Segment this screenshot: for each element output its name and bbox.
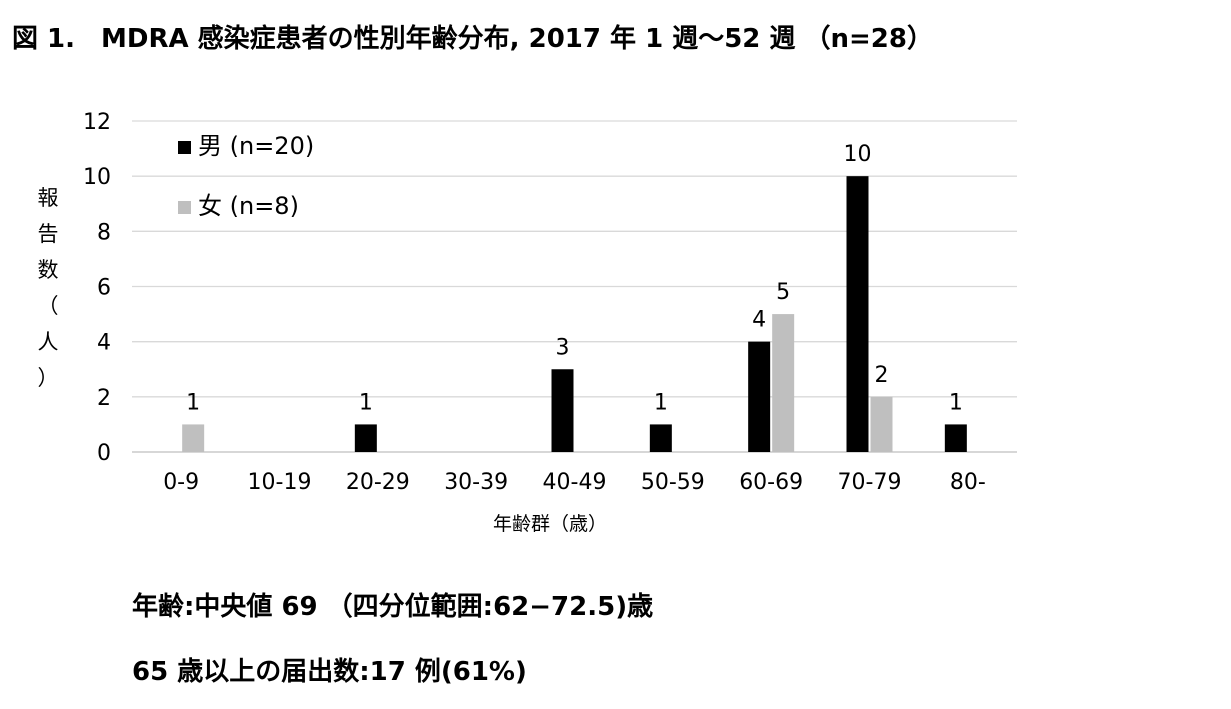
x-tick-labels: 0-9 10-19 20-29 30-39 40-49 50-59 60-69 70-79 80… — [163, 470, 986, 495]
legend-label-male: 男 (n=20) — [198, 132, 314, 160]
y-tick-label: 10 — [83, 165, 111, 190]
bars: 1 1 3 1 45 10 2 1 — [182, 142, 967, 452]
legend: 男 (n=20) 女 (n=8) — [178, 132, 314, 220]
gridlines — [132, 120, 1017, 453]
bar-male — [748, 341, 771, 452]
y-axis-label-char: 人 — [37, 330, 59, 354]
x-tick-label: 80- — [950, 470, 986, 495]
y-axis-label-char: 告 — [37, 222, 59, 246]
x-tick-label: 20-29 — [346, 470, 410, 495]
elderly-count-note: 65 歳以上の届出数:17 例(61%) — [132, 657, 527, 687]
y-tick-labels: 0 2 4 6 8 10 12 — [83, 110, 111, 466]
data-label-female: 5 — [776, 280, 790, 305]
bar-male — [551, 369, 574, 452]
y-tick-label: 12 — [83, 110, 111, 135]
bar-female — [870, 396, 893, 452]
y-axis-label-char: （ — [37, 294, 59, 318]
data-label-female: 1 — [186, 390, 200, 415]
x-tick-label: 60-69 — [739, 470, 803, 495]
data-label-male: 10 — [844, 142, 872, 167]
y-axis-label-char: 数 — [37, 258, 59, 282]
x-tick-label: 30-39 — [444, 470, 508, 495]
y-axis-label: 報 告 数 （ 人 ） — [34, 180, 62, 396]
data-label-male: 1 — [359, 390, 373, 415]
data-label-male: 1 — [949, 390, 963, 415]
data-label-female: 2 — [875, 363, 889, 388]
y-axis-label-char: ） — [37, 366, 59, 390]
y-tick-label: 6 — [97, 276, 111, 301]
data-label-male: 1 — [654, 390, 668, 415]
data-label-male: 4 — [752, 308, 766, 333]
y-tick-label: 4 — [97, 331, 111, 356]
y-tick-label: 8 — [97, 220, 111, 245]
y-tick-label: 2 — [97, 386, 111, 411]
data-label-male: 3 — [556, 335, 570, 360]
legend-label-female: 女 (n=8) — [198, 192, 299, 220]
bar-male — [846, 176, 869, 452]
x-tick-label: 70-79 — [838, 470, 902, 495]
x-tick-label: 50-59 — [641, 470, 705, 495]
bar-male — [649, 424, 672, 452]
legend-swatch-female — [178, 201, 191, 214]
bar-male — [944, 424, 967, 452]
legend-swatch-male — [178, 141, 191, 154]
bar-male — [354, 424, 377, 452]
x-tick-label: 0-9 — [163, 470, 199, 495]
y-axis-label-char: 報 — [37, 186, 59, 210]
x-tick-label: 40-49 — [543, 470, 607, 495]
bar-female — [772, 314, 795, 452]
y-tick-label: 0 — [97, 441, 111, 466]
x-axis-label: 年齢群（歳） — [493, 513, 607, 535]
x-tick-label: 10-19 — [248, 470, 312, 495]
bar-female — [182, 424, 205, 452]
age-summary-note: 年齢:中央値 69 （四分位範囲:62−72.5)歳 — [132, 592, 654, 622]
figure-title: 図 1. MDRA 感染症患者の性別年齢分布, 2017 年 1 週〜52 週 … — [12, 24, 933, 54]
